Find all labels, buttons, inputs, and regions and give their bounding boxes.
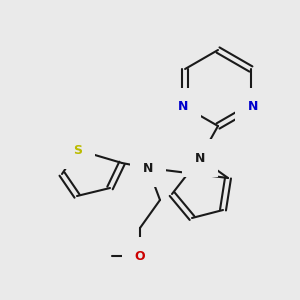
Text: O: O: [135, 250, 145, 262]
Text: N: N: [195, 152, 205, 164]
Text: N: N: [143, 161, 153, 175]
Text: S: S: [74, 143, 82, 157]
Text: N: N: [178, 100, 188, 113]
Text: N: N: [248, 100, 258, 113]
